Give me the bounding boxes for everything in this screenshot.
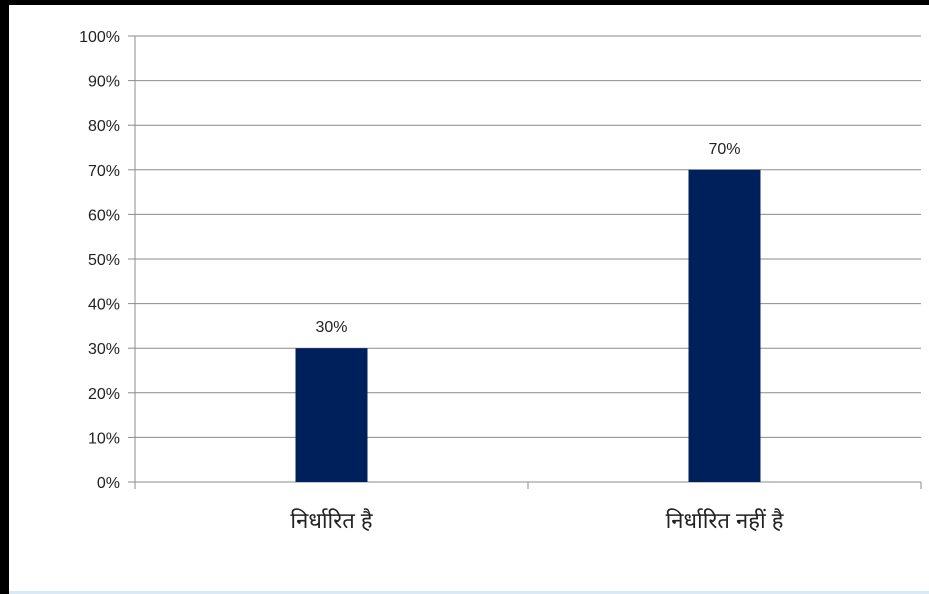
y-tick-label: 90%: [88, 74, 120, 91]
bottom-strip: [9, 591, 929, 594]
y-tick-label: 80%: [88, 118, 120, 135]
data-labels: 30% 70%: [315, 141, 740, 336]
y-tick-label: 70%: [88, 163, 120, 180]
y-tick-label: 100%: [79, 29, 120, 46]
y-tick-label: 50%: [88, 252, 120, 269]
bars: [295, 169, 761, 483]
x-category-label: निर्धारित है: [290, 508, 372, 533]
y-tick-label: 30%: [88, 341, 120, 358]
y-tick-label: 10%: [88, 430, 120, 447]
data-label: 70%: [708, 141, 740, 158]
y-tick-label: 40%: [88, 297, 120, 314]
y-tick-labels: 0% 10% 20% 30% 40% 50% 60% 70% 80% 90% 100%: [79, 29, 120, 492]
x-category-label: निर्धारित नहीं है: [666, 508, 784, 533]
gridlines: [135, 35, 921, 438]
y-tick-label: 20%: [88, 386, 120, 403]
bar: [295, 348, 368, 482]
y-tick-label: 60%: [88, 207, 120, 224]
data-label: 30%: [315, 319, 347, 336]
x-category-labels: निर्धारित है निर्धारित नहीं है: [290, 508, 783, 533]
axes: [128, 35, 922, 489]
y-tick-label: 0%: [97, 475, 120, 492]
bar: [688, 169, 761, 483]
